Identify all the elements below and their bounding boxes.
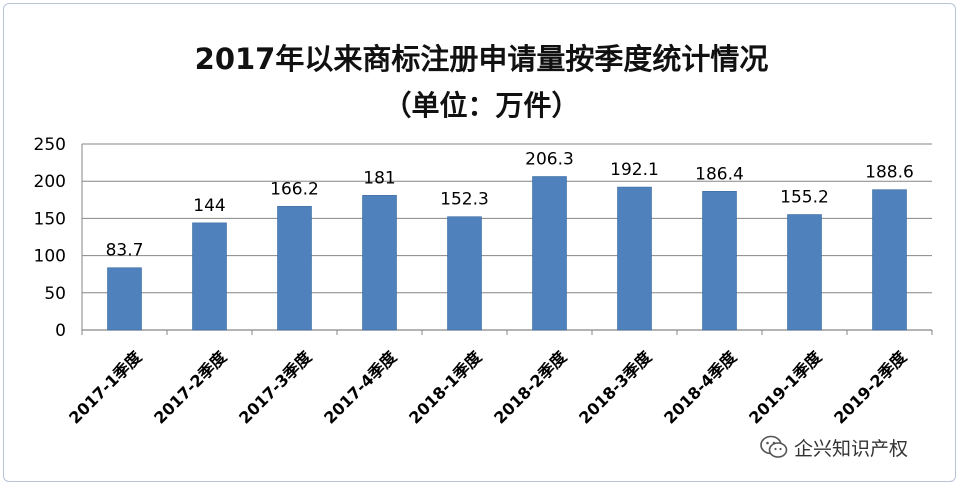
value-label: 166.2 [270, 179, 319, 199]
watermark-text: 企兴知识产权 [794, 437, 909, 460]
x-tick-label: 2018-1季度 [405, 347, 486, 428]
chart-subtitle: （单位：万件） [383, 89, 580, 122]
x-tick-label: 2017-4季度 [320, 347, 401, 428]
chart-title: 2017年以来商标注册申请量按季度统计情况 [194, 42, 769, 76]
x-tick-label: 2018-4季度 [660, 347, 741, 428]
wechat-icon [760, 435, 788, 458]
bar [532, 176, 567, 331]
x-tick-label: 2018-3季度 [575, 347, 656, 428]
y-tick-label: 150 [34, 209, 66, 229]
value-label: 181 [363, 168, 395, 188]
bar [447, 216, 482, 331]
value-label: 152.3 [440, 190, 489, 210]
bars [107, 176, 907, 331]
value-label: 144 [193, 196, 225, 216]
y-tick-label: 100 [34, 247, 66, 267]
bar [617, 186, 652, 331]
x-tick-label: 2017-2季度 [150, 347, 231, 428]
value-label: 188.6 [865, 163, 914, 183]
y-tick-label: 200 [34, 172, 66, 192]
x-tick-label: 2017-1季度 [65, 347, 146, 428]
bar [192, 222, 227, 331]
bar [107, 267, 142, 331]
bar [362, 195, 397, 331]
y-tick-label: 0 [55, 321, 66, 341]
value-label: 192.1 [610, 160, 659, 180]
y-tick-label: 250 [34, 135, 66, 155]
value-label: 206.3 [525, 150, 574, 170]
x-tick-label: 2018-2季度 [490, 347, 571, 428]
bar [787, 214, 822, 331]
value-label: 83.7 [106, 241, 144, 261]
bar [702, 191, 737, 331]
value-label: 155.2 [780, 188, 829, 208]
x-tick-label: 2019-1季度 [745, 347, 826, 428]
x-tick-label: 2019-2季度 [830, 347, 911, 428]
bar [872, 189, 907, 331]
bar [277, 206, 312, 331]
watermark: 企兴知识产权 [760, 432, 908, 462]
x-tick-label: 2017-3季度 [235, 347, 316, 428]
y-tick-label: 50 [44, 284, 66, 304]
x-axis-ticks: 2017-1季度 2017-2季度 2017-3季度 2017-4季度 2018-1季度… [65, 347, 911, 428]
y-axis-ticks: 0 50 100 150 200 250 [34, 135, 66, 341]
value-label: 186.4 [695, 164, 744, 184]
value-labels: 83.7 144 166.2 181 152.3 206.3 192.1 186.4 155.2… [106, 150, 914, 261]
